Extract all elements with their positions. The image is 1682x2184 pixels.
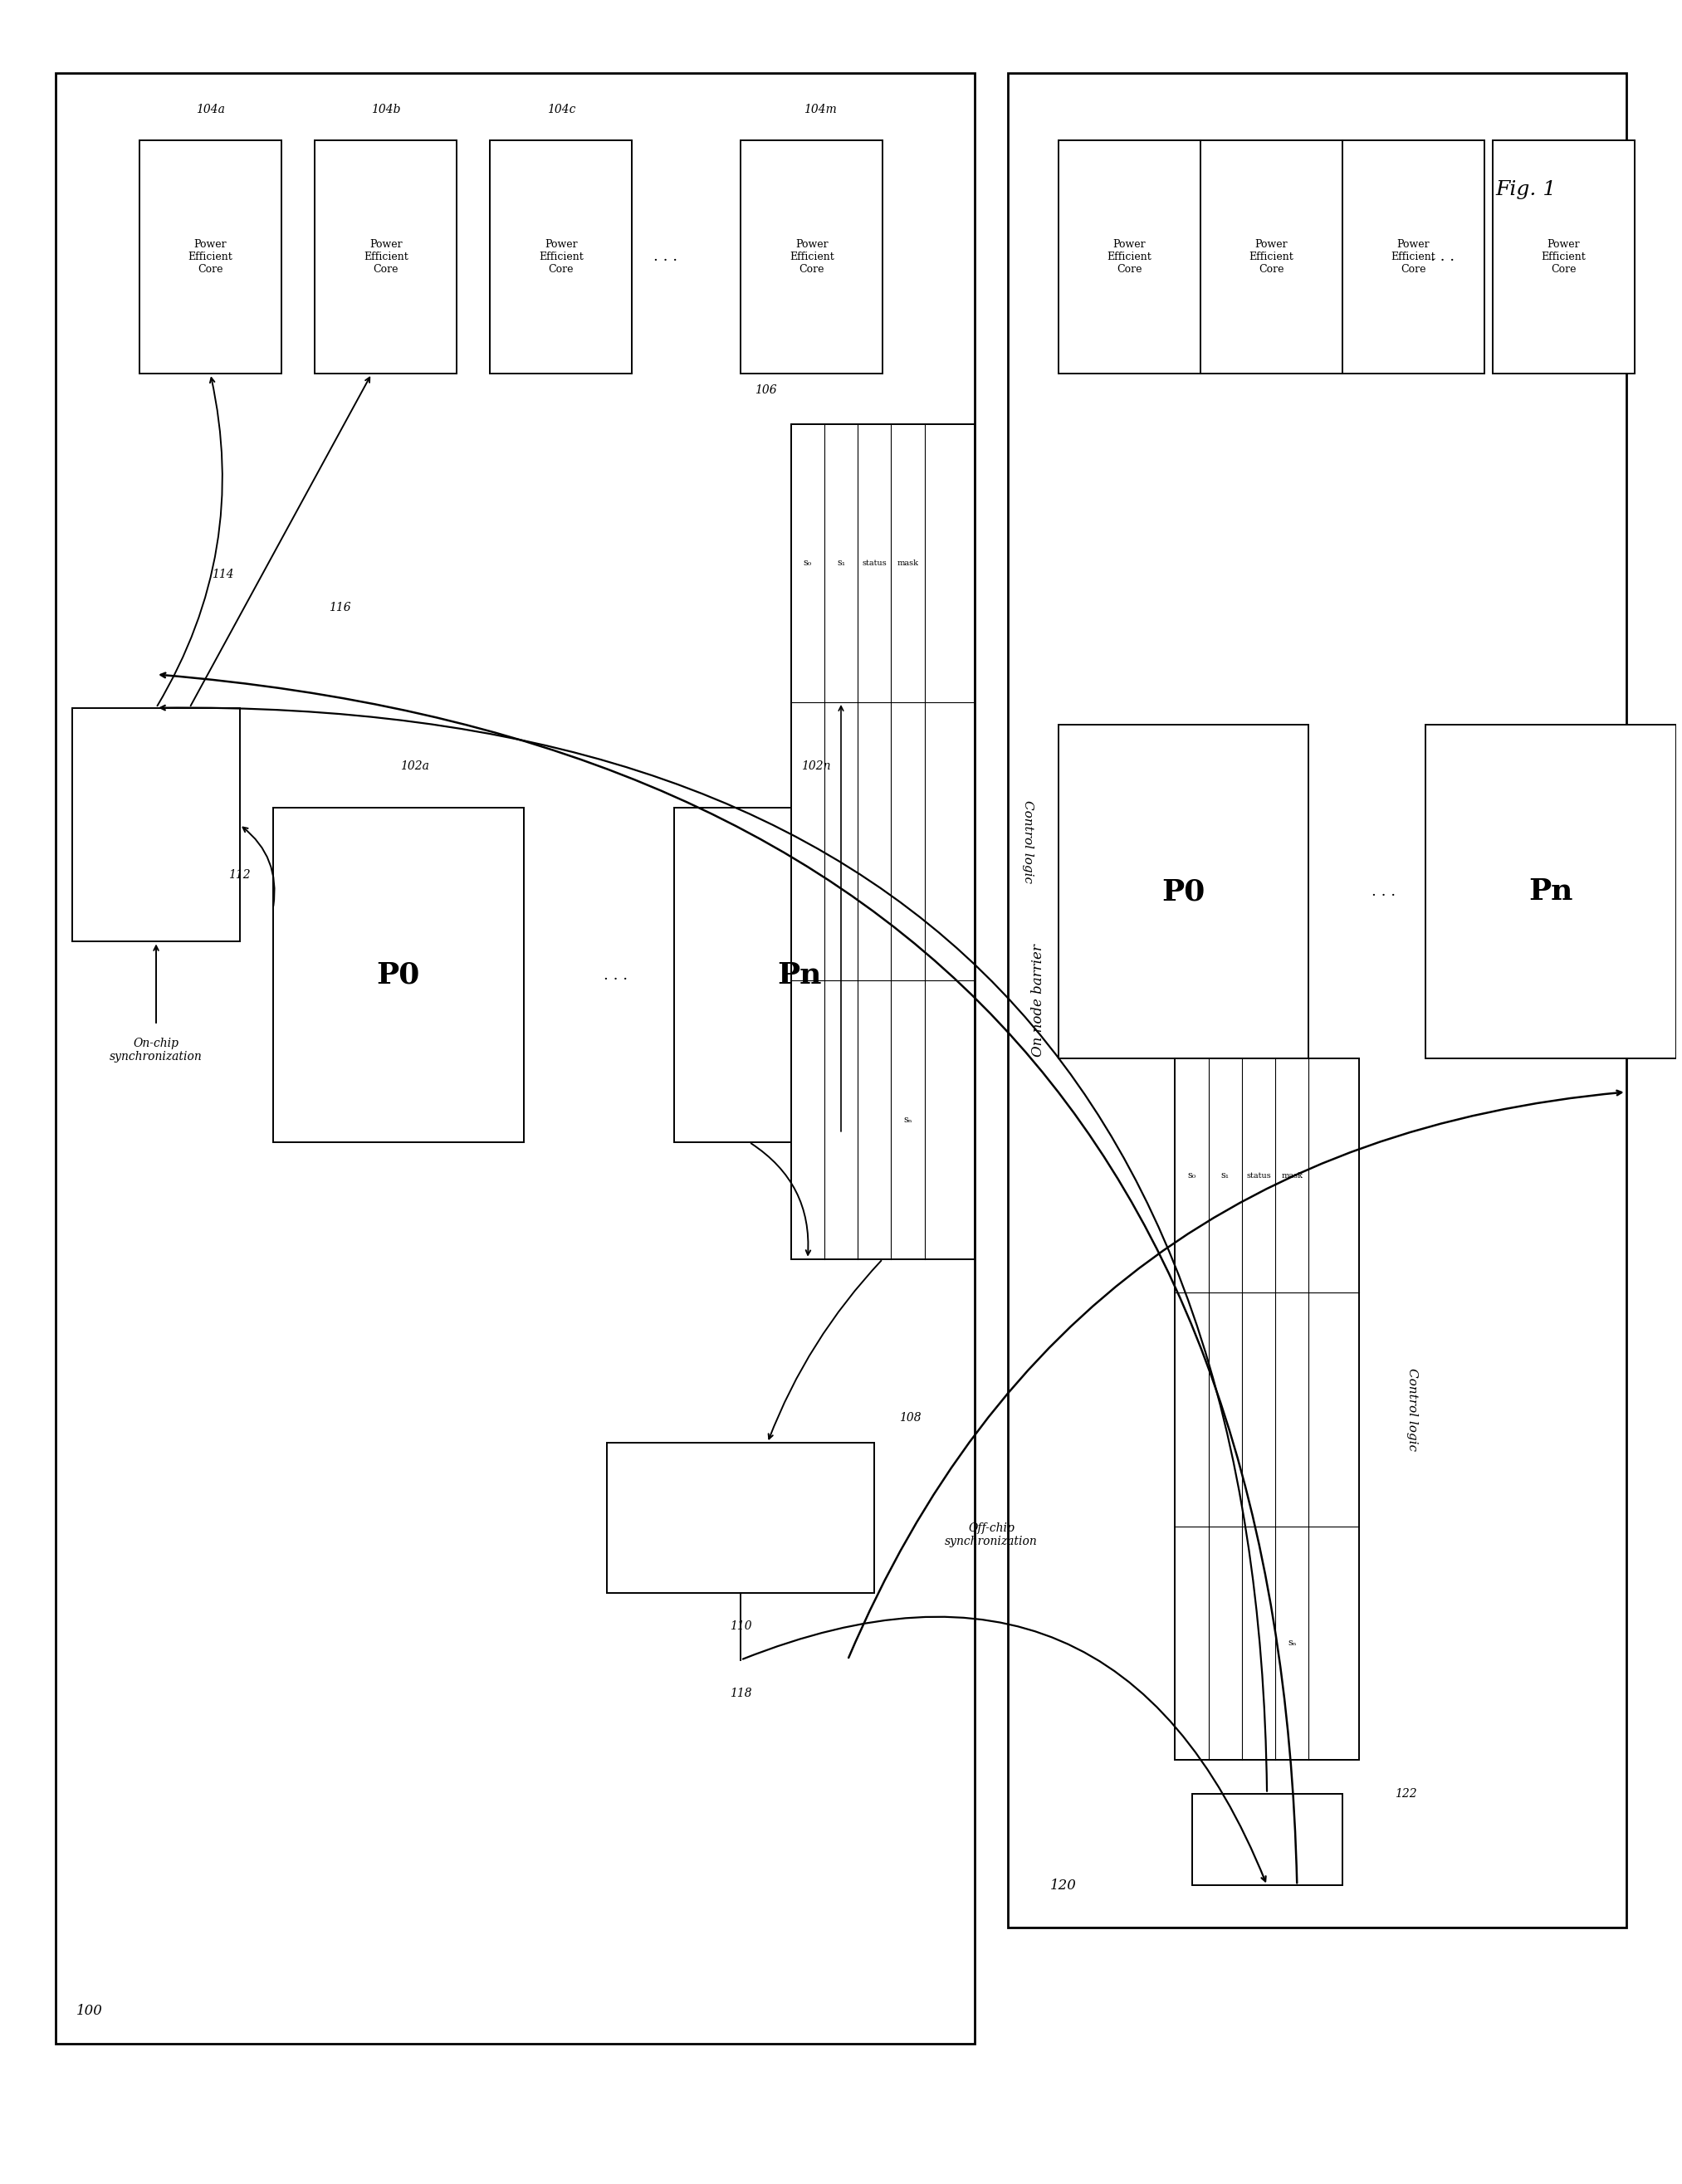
- Text: On-chip
synchronization: On-chip synchronization: [109, 1037, 202, 1064]
- Text: 116: 116: [328, 603, 352, 614]
- Bar: [315, 140, 458, 373]
- Text: 114: 114: [212, 568, 234, 581]
- Text: P0: P0: [1162, 878, 1206, 906]
- Text: 122: 122: [1394, 1789, 1416, 1800]
- Bar: [791, 424, 974, 1258]
- Text: 120: 120: [1050, 1878, 1076, 1891]
- Bar: [1201, 140, 1342, 373]
- Bar: [740, 140, 883, 373]
- Text: 102a: 102a: [400, 760, 429, 773]
- Text: Power
Efficient
Core: Power Efficient Core: [1541, 238, 1586, 275]
- Text: On node barrier: On node barrier: [1031, 943, 1045, 1057]
- Text: 112: 112: [229, 869, 251, 880]
- Bar: [489, 140, 632, 373]
- Text: 108: 108: [900, 1411, 922, 1424]
- Text: status: status: [863, 559, 886, 568]
- Bar: [607, 1444, 875, 1592]
- Text: 104b: 104b: [372, 105, 400, 116]
- Bar: [140, 140, 281, 373]
- Text: 102n: 102n: [801, 760, 831, 773]
- Bar: [56, 72, 974, 2044]
- Text: Power
Efficient
Core: Power Efficient Core: [1107, 238, 1152, 275]
- Text: s₁: s₁: [838, 559, 844, 568]
- Text: 118: 118: [730, 1688, 752, 1699]
- Text: Power
Efficient
Core: Power Efficient Core: [188, 238, 232, 275]
- Bar: [1426, 725, 1677, 1059]
- Text: Pn: Pn: [1529, 878, 1573, 906]
- Text: s₀: s₀: [1187, 1171, 1196, 1179]
- Text: Power
Efficient
Core: Power Efficient Core: [1391, 238, 1435, 275]
- Bar: [1492, 140, 1635, 373]
- Bar: [72, 708, 239, 941]
- Text: Power
Efficient
Core: Power Efficient Core: [538, 238, 584, 275]
- Text: 110: 110: [730, 1621, 752, 1631]
- Text: 106: 106: [755, 384, 777, 395]
- Bar: [1008, 72, 1626, 1926]
- Text: Fig. 1: Fig. 1: [1495, 181, 1556, 199]
- Text: . . .: . . .: [604, 968, 627, 983]
- Text: Off-chip
synchronization: Off-chip synchronization: [945, 1522, 1038, 1546]
- Bar: [1176, 1059, 1359, 1760]
- Text: Control logic: Control logic: [1406, 1367, 1418, 1450]
- Text: Power
Efficient
Core: Power Efficient Core: [789, 238, 834, 275]
- Bar: [674, 808, 925, 1142]
- Text: s₀: s₀: [804, 559, 812, 568]
- Text: s₁: s₁: [1221, 1171, 1230, 1179]
- Text: mask: mask: [1282, 1173, 1304, 1179]
- Bar: [1058, 140, 1201, 373]
- Bar: [1058, 725, 1309, 1059]
- Bar: [1342, 140, 1484, 373]
- Bar: [1193, 1793, 1342, 1885]
- Text: 104c: 104c: [547, 105, 575, 116]
- Text: Pn: Pn: [777, 961, 821, 989]
- Text: 104a: 104a: [195, 105, 225, 116]
- Text: sₙ: sₙ: [903, 1116, 912, 1125]
- Text: Control logic: Control logic: [1023, 799, 1034, 882]
- Text: Power
Efficient
Core: Power Efficient Core: [363, 238, 409, 275]
- Text: . . .: . . .: [1430, 249, 1455, 264]
- Text: 104m: 104m: [804, 105, 836, 116]
- Text: . . .: . . .: [654, 249, 678, 264]
- Bar: [272, 808, 523, 1142]
- Text: Power
Efficient
Core: Power Efficient Core: [1248, 238, 1293, 275]
- Text: sₙ: sₙ: [1288, 1638, 1297, 1647]
- Text: 100: 100: [76, 2003, 103, 2018]
- Text: status: status: [1246, 1173, 1272, 1179]
- Text: . . .: . . .: [1373, 885, 1396, 900]
- Text: mask: mask: [897, 559, 918, 568]
- Text: P0: P0: [377, 961, 420, 989]
